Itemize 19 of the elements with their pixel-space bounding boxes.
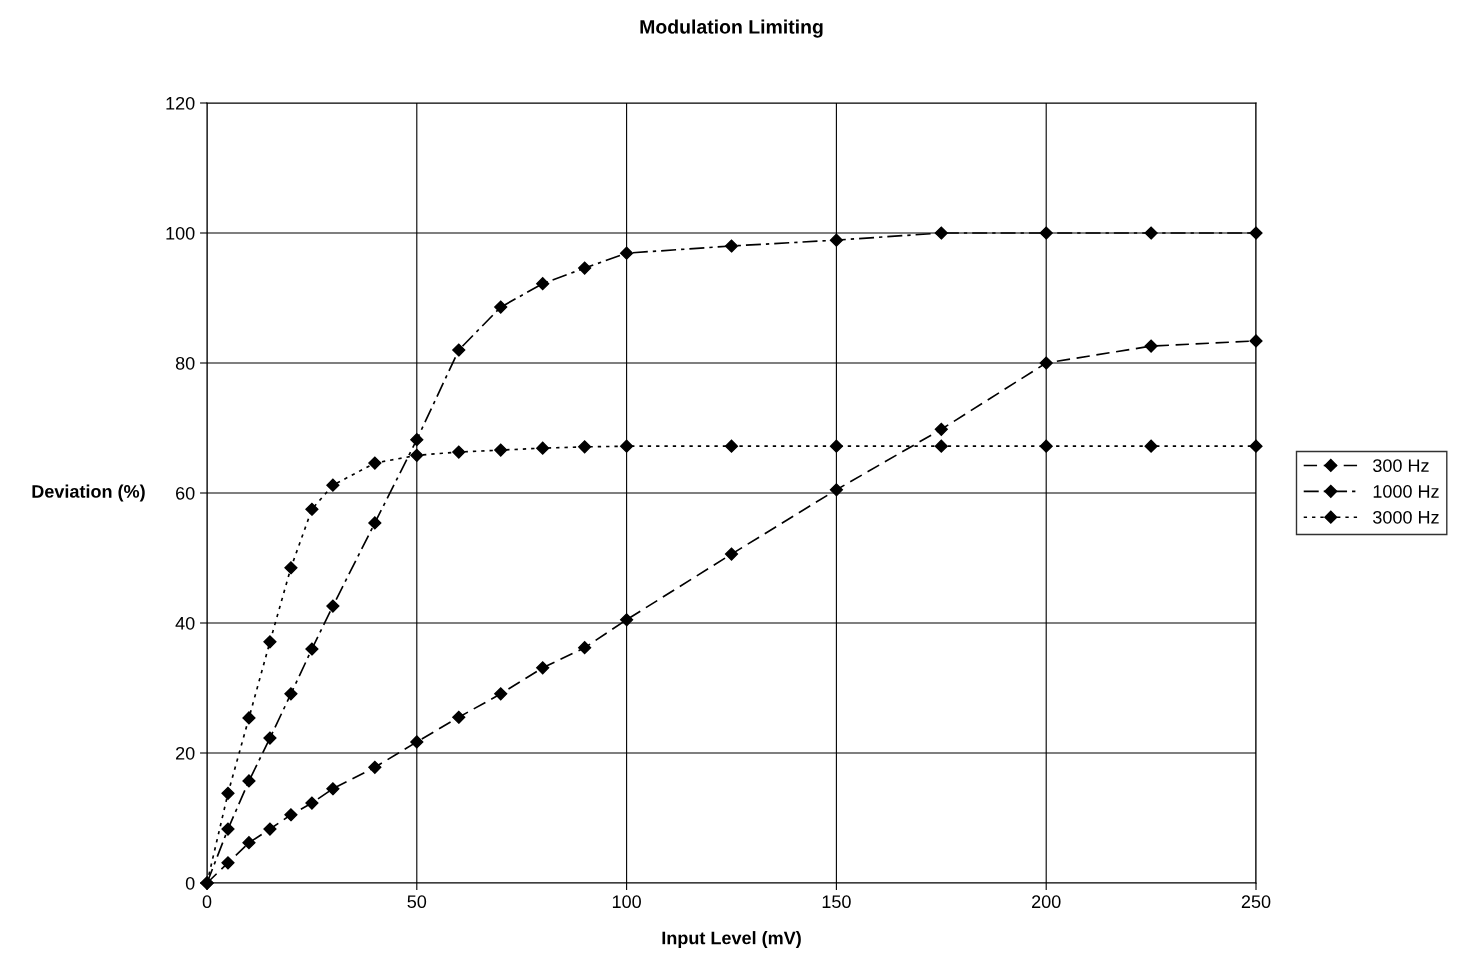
y-tick-label: 100 bbox=[166, 226, 195, 240]
y-axis-title: Deviation (%) bbox=[32, 484, 145, 502]
y-tick-label: 0 bbox=[185, 876, 195, 890]
y-tick-label: 20 bbox=[176, 746, 195, 760]
x-tick-label: 100 bbox=[612, 895, 641, 909]
legend-label: 3000 Hz bbox=[1373, 510, 1439, 524]
y-tick-label: 80 bbox=[175, 356, 195, 370]
legend-label: 300 Hz bbox=[1373, 459, 1429, 472]
chart-title: Modulation Limiting bbox=[640, 19, 823, 38]
x-tick-label: 50 bbox=[407, 895, 427, 909]
y-tick-label: 60 bbox=[176, 486, 195, 500]
y-tick-label: 40 bbox=[175, 616, 195, 630]
x-axis-title: Input Level (mV) bbox=[662, 931, 801, 948]
x-tick-label: 0 bbox=[202, 895, 212, 909]
legend-label: 1000 Hz bbox=[1373, 485, 1439, 498]
x-tick-label: 150 bbox=[822, 895, 851, 909]
x-tick-label: 250 bbox=[1241, 895, 1271, 909]
x-tick-label: 200 bbox=[1032, 895, 1061, 909]
y-tick-label: 120 bbox=[166, 96, 195, 110]
